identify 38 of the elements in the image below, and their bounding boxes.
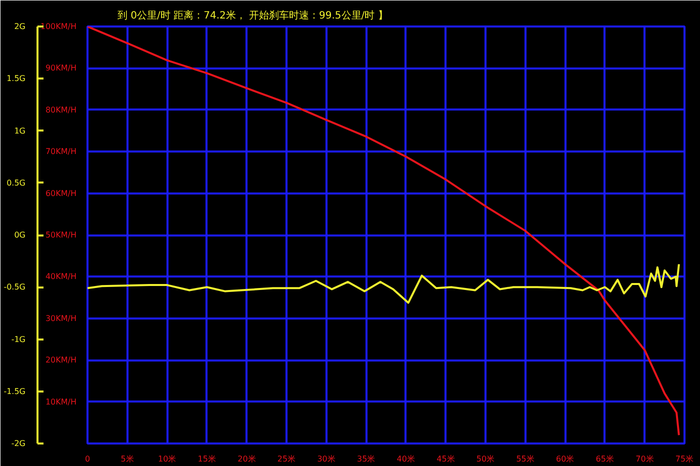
y-tick-label: 90KM/H [45, 64, 77, 73]
line-series [88, 263, 680, 304]
y2-tick-label: 1G [14, 126, 26, 136]
x-tick-label: 45米 [436, 454, 455, 464]
y2-tick-label: 0G [14, 230, 26, 240]
y2-tick-label: -1.5G [4, 386, 26, 396]
x-tick-label: 25米 [277, 454, 296, 464]
x-tick-label: 60米 [556, 454, 574, 464]
y2-tick-label: -2G [11, 439, 26, 448]
chart-title: 到 0公里/时 距离：74.2米， 开始刹车时速：99.5公里/时 】 [118, 10, 388, 22]
y2-tick-label: -0.5G [4, 282, 26, 292]
x-tick-label: 15米 [198, 454, 216, 464]
x-tick-label: 70米 [636, 454, 654, 464]
y-tick-label: 60KM/H [45, 188, 77, 198]
y-tick-label: 50KM/H [45, 230, 77, 240]
y-tick-label: 30KM/H [45, 314, 77, 323]
x-tick-label: 65米 [596, 454, 614, 464]
y-tick-label: 70KM/H [45, 147, 77, 156]
y-tick-label: 20KM/H [45, 356, 77, 365]
x-tick-label: 10米 [158, 454, 176, 464]
x-tick-label: 0 [84, 454, 90, 464]
y-tick-label: 10KM/H [45, 397, 77, 406]
line-series [88, 26, 680, 436]
y2-tick-label: 1.5G [6, 74, 26, 84]
x-tick-label: 50米 [476, 454, 495, 464]
y2-tick-label: 0.5G [6, 178, 26, 188]
x-tick-label: 20米 [238, 454, 256, 464]
y-tick-label: 40KM/H [45, 272, 77, 282]
x-tick-label: 40米 [396, 454, 415, 464]
x-tick-label: 5米 [120, 454, 134, 464]
x-tick-label: 35米 [357, 454, 376, 464]
y-tick-label: 80KM/H [45, 105, 77, 114]
y2-tick-label: 2G [14, 22, 26, 31]
x-tick-label: 55米 [516, 454, 534, 464]
y-tick-label: 100KM/H [40, 22, 77, 31]
y2-tick-label: -1G [11, 334, 26, 344]
x-tick-label: 30米 [317, 454, 336, 464]
x-tick-label: 75米 [675, 454, 694, 464]
